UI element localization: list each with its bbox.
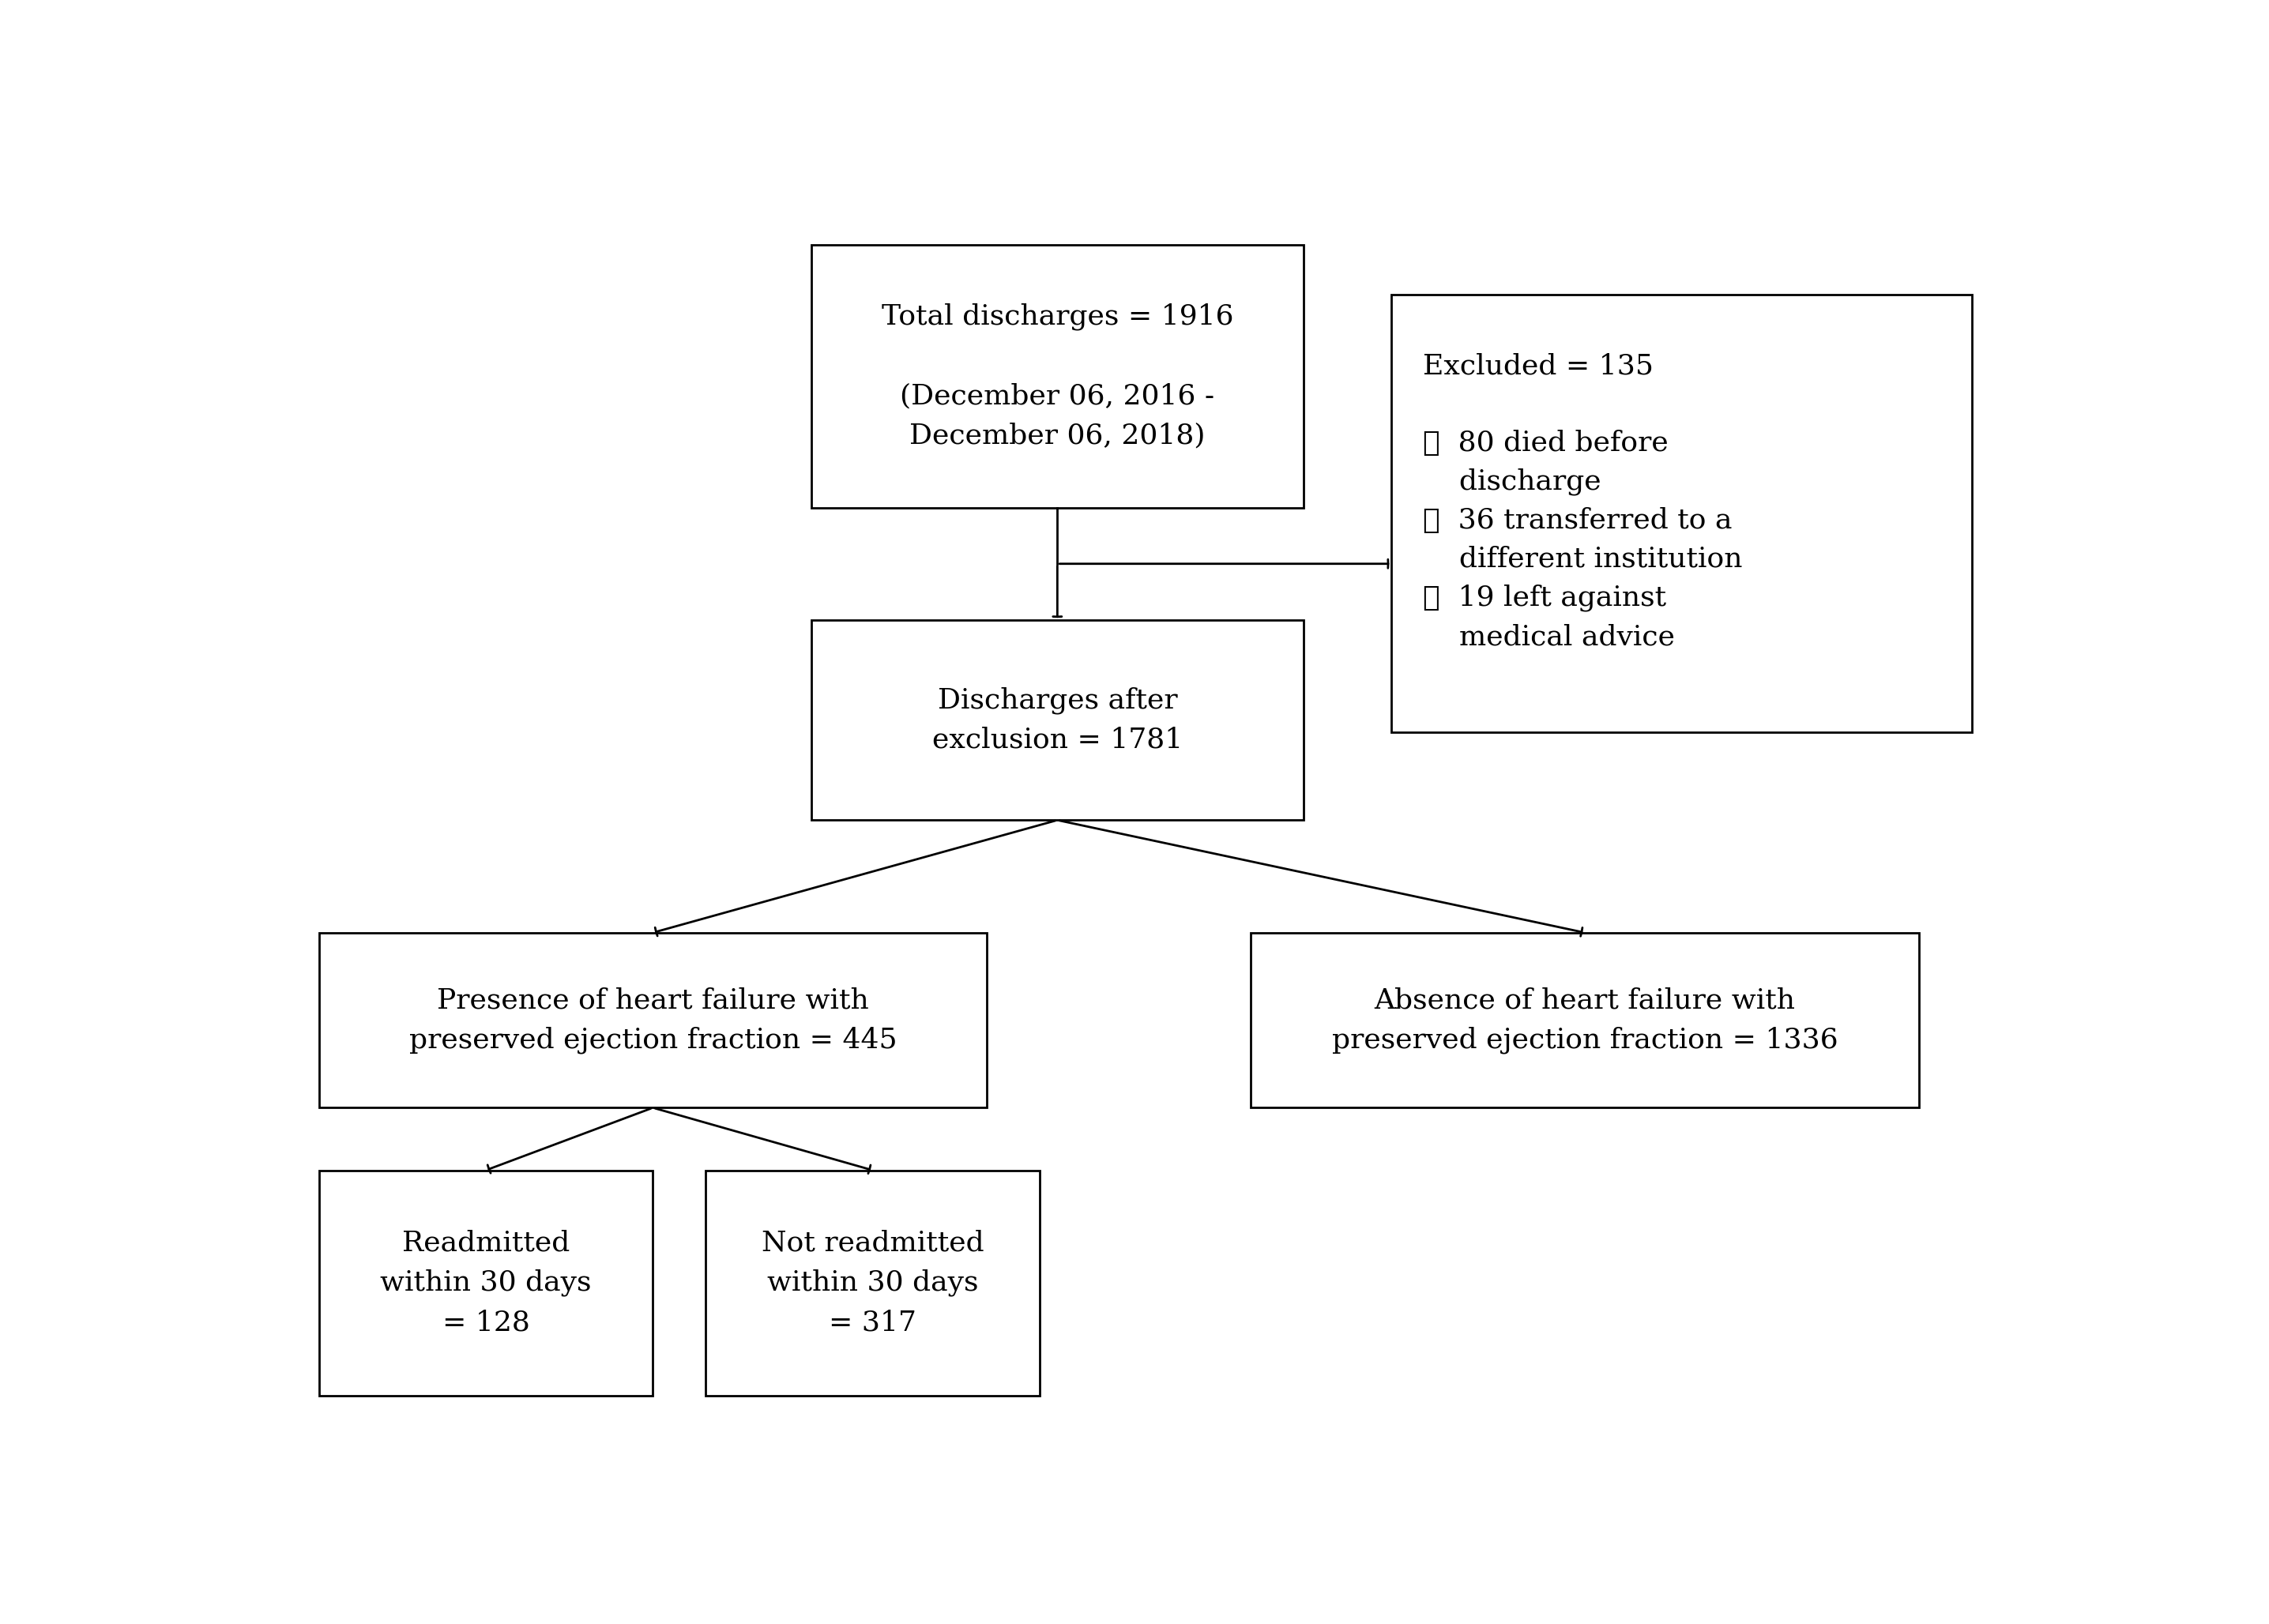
FancyBboxPatch shape [318,1171,653,1395]
FancyBboxPatch shape [1250,932,1920,1108]
FancyBboxPatch shape [706,1171,1039,1395]
Text: Total discharges = 1916

(December 06, 2016 -
December 06, 2018): Total discharges = 1916 (December 06, 20… [880,304,1234,450]
FancyBboxPatch shape [812,620,1302,820]
Text: Presence of heart failure with
preserved ejection fraction = 445: Presence of heart failure with preserved… [408,987,896,1054]
FancyBboxPatch shape [1391,296,1972,732]
Text: Readmitted
within 30 days
= 128: Readmitted within 30 days = 128 [381,1229,592,1337]
Text: Discharges after
exclusion = 1781: Discharges after exclusion = 1781 [933,687,1182,754]
Text: Excluded = 135

➤  80 died before
    discharge
➤  36 transferred to a
    diffe: Excluded = 135 ➤ 80 died before discharg… [1423,352,1743,650]
FancyBboxPatch shape [318,932,987,1108]
FancyBboxPatch shape [812,245,1302,507]
Text: Not readmitted
within 30 days
= 317: Not readmitted within 30 days = 317 [762,1229,985,1337]
Text: Absence of heart failure with
preserved ejection fraction = 1336: Absence of heart failure with preserved … [1332,987,1838,1054]
